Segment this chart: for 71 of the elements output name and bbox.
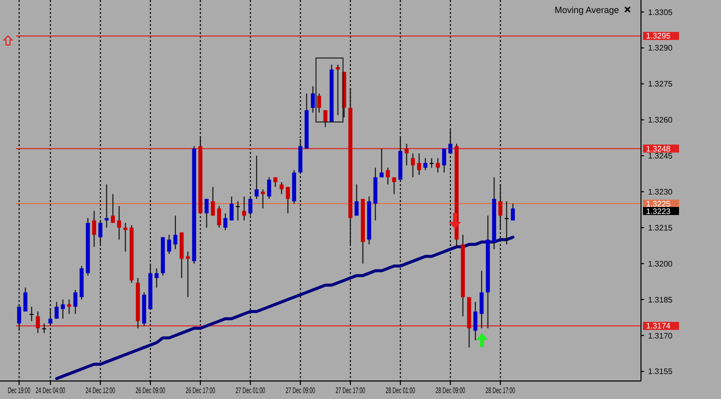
candlestick (442, 148, 446, 174)
candlestick (480, 270, 484, 329)
y-tick-label: 1.3185 (648, 295, 674, 304)
candlestick (286, 186, 290, 214)
candlestick (248, 196, 252, 216)
candlestick (42, 322, 46, 334)
candlestick (254, 155, 259, 200)
text: 1.3223 (646, 206, 672, 216)
candlestick (354, 184, 359, 216)
candlestick (210, 186, 215, 216)
y-tick-label: 1.3155 (648, 367, 674, 376)
y-tick-label: 1.3275 (648, 80, 674, 89)
candlestick (430, 158, 434, 168)
candlestick (73, 289, 78, 314)
candlestick (510, 203, 515, 221)
candlestick (110, 194, 115, 224)
candlestick (204, 198, 209, 228)
annotation: Moving Average (554, 5, 619, 15)
candlestick (236, 200, 240, 221)
candlestick (186, 251, 190, 298)
candlestick (242, 196, 246, 221)
line-series (55, 236, 514, 380)
candlestick (473, 301, 478, 341)
candlestick (92, 210, 96, 248)
candlestick (117, 206, 122, 240)
candlestick (386, 167, 390, 186)
ref-line-label: 1.3174 (646, 322, 672, 331)
y-tick-label: 1.3215 (648, 223, 674, 232)
candlestick (267, 176, 272, 200)
y-tick-label: 1.3170 (648, 331, 674, 340)
candlestick (30, 306, 34, 322)
candlestick (173, 215, 178, 250)
candlestick (404, 143, 409, 166)
candlestick (48, 308, 52, 326)
candlestick (167, 234, 172, 254)
candlestick (410, 152, 415, 178)
y-tick-label: 1.3260 (648, 116, 674, 125)
candlestick (417, 152, 422, 176)
candlestick (217, 206, 222, 228)
candlestick (380, 148, 384, 178)
candlestick (423, 158, 428, 171)
candlestick (323, 110, 328, 128)
candlestick (504, 200, 509, 245)
ref-line-label: 1.3225 (646, 199, 672, 208)
candlestick (280, 182, 284, 195)
candlestick (104, 184, 109, 228)
y-tick-label: 1.3290 (648, 44, 674, 53)
candlestick (23, 287, 28, 312)
candlestick (98, 220, 102, 245)
candlestick (392, 176, 396, 195)
candlestick (336, 64, 340, 116)
candlestick (310, 86, 315, 114)
candlestick (498, 184, 502, 231)
ref-line-label: 1.3295 (646, 32, 672, 41)
candlestick (230, 196, 234, 221)
y-tick-label: 1.3200 (648, 259, 674, 268)
candlestick (260, 188, 265, 209)
candlestick (54, 301, 59, 320)
ref-line-label: 1.3248 (646, 144, 672, 154)
candlestick (60, 299, 65, 320)
candlestick (436, 158, 440, 174)
candlestick (17, 304, 22, 332)
candlestick (123, 222, 128, 252)
candlestick (317, 92, 322, 114)
y-tick-label: 1.3230 (648, 188, 674, 196)
candlestick (36, 311, 40, 334)
candlestick (223, 212, 228, 231)
candlestick (154, 268, 159, 288)
candlestick (448, 128, 452, 154)
y-tick-label: 1.3305 (648, 8, 674, 17)
y-tick-label: 1.3245 (648, 152, 674, 161)
